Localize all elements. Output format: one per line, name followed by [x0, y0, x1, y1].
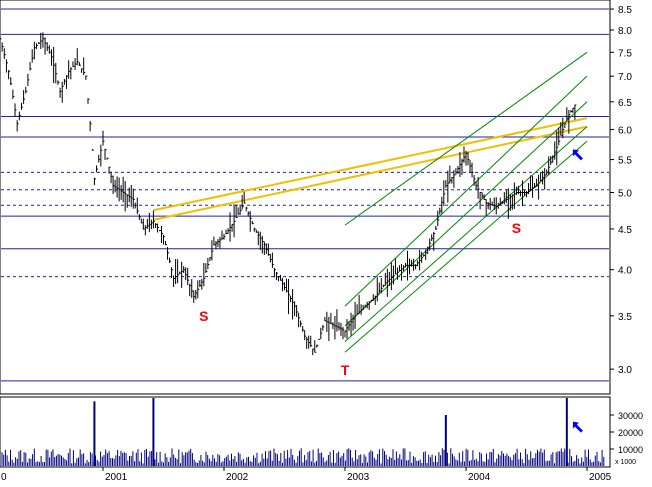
volume-tick-label: 10000: [618, 445, 643, 455]
y-tick-label: 7.5: [618, 48, 632, 59]
volume-tick-label: 20000: [618, 428, 643, 438]
y-tick-label: 3.0: [618, 365, 632, 376]
y-tick-label: 6.5: [618, 98, 632, 109]
annotation-label: S: [199, 308, 208, 324]
gold-trend-line: [153, 125, 588, 221]
x-tick-label: 2004: [468, 472, 491, 482]
volume-panel: [1, 398, 605, 466]
y-tick-label: 7.0: [618, 72, 632, 83]
green-channel-line: [344, 51, 588, 226]
price-panel: S T S: [0, 8, 609, 382]
x-tick-label: 2003: [347, 472, 370, 482]
x-tick-label: 2002: [226, 472, 249, 482]
blue-arrow-icon: [572, 149, 583, 161]
gold-trend-line: [153, 117, 588, 212]
y-tick-label: 4.5: [618, 225, 632, 236]
y-tick-label: 5.0: [618, 189, 632, 200]
annotation-label: T: [341, 362, 350, 378]
x-tick-label: 2001: [105, 472, 128, 482]
blue-arrow-icon: [572, 421, 583, 433]
y-tick-label: 6.0: [618, 125, 632, 136]
green-channel-line: [344, 140, 588, 353]
green-channel-line: [344, 101, 588, 327]
axes: 8.5 8.0 7.5 7.0 6.5 6.0 5.5 5.0 4.5 4.0 3.5 3.0 3000…: [1, 5, 643, 483]
x-origin-label: 0: [1, 472, 7, 482]
y-tick-label: 5.5: [618, 156, 632, 167]
green-channel-line: [344, 126, 588, 342]
y-tick-label: 8.5: [618, 5, 632, 16]
volume-unit-label: x 1000: [615, 459, 636, 466]
annotation-label: S: [512, 220, 521, 236]
x-tick-label: 2005: [589, 472, 612, 482]
green-channel-line: [344, 75, 588, 307]
volume-tick-label: 30000: [618, 411, 643, 421]
y-tick-label: 4.0: [618, 266, 632, 277]
y-tick-label: 3.5: [618, 312, 632, 323]
y-tick-label: 8.0: [618, 26, 632, 37]
